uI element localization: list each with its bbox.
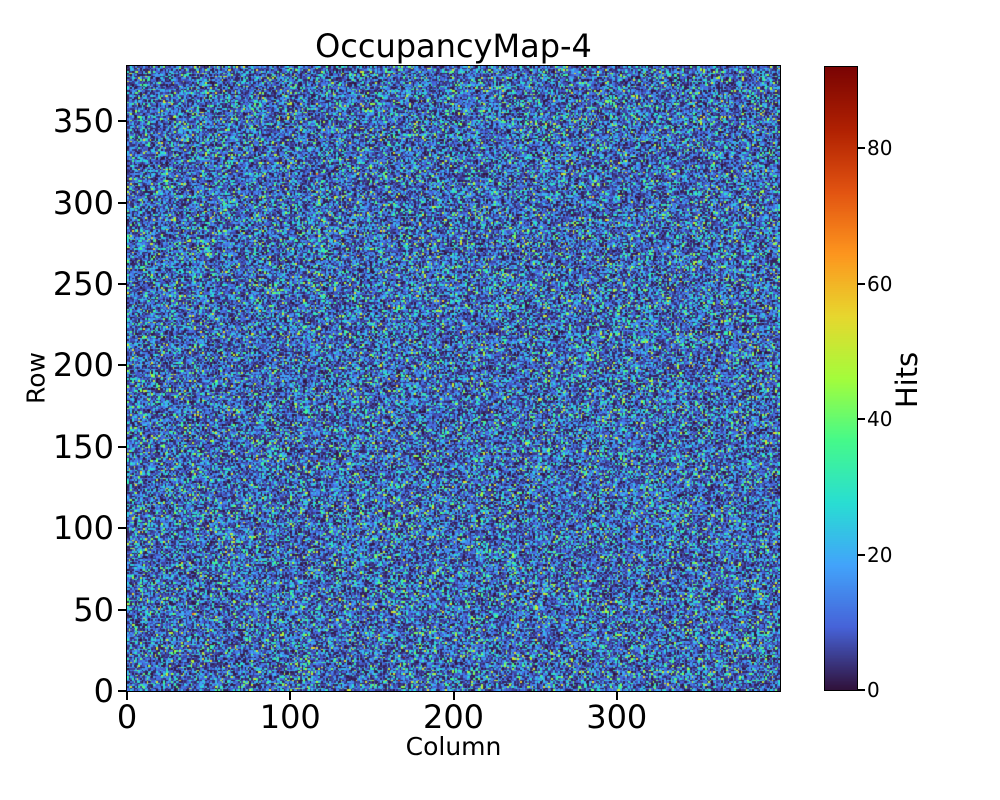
y-tick-label: 150 bbox=[52, 427, 114, 466]
x-tick-label: 300 bbox=[586, 698, 648, 736]
y-tick-label: 50 bbox=[73, 590, 114, 629]
colorbar-axis-label: Hits bbox=[890, 351, 924, 409]
x-tick-label: 200 bbox=[422, 698, 485, 736]
chart-title: OccupancyMap-4 bbox=[315, 27, 592, 65]
y-tick-label: 200 bbox=[52, 346, 114, 385]
colorbar-tick bbox=[858, 553, 865, 556]
x-tick bbox=[615, 692, 618, 700]
colorbar-tick-label: 60 bbox=[867, 271, 893, 296]
y-tick bbox=[118, 120, 126, 123]
colorbar-canvas bbox=[825, 67, 857, 690]
colorbar-tick-label: 40 bbox=[867, 407, 893, 432]
y-tick-label: 100 bbox=[52, 509, 114, 548]
y-tick bbox=[118, 690, 126, 692]
y-tick-label: 0 bbox=[93, 672, 114, 710]
x-axis-label: Column bbox=[405, 732, 502, 761]
colorbar-tick bbox=[858, 689, 865, 691]
y-axis-label: Row bbox=[21, 352, 51, 404]
y-tick bbox=[118, 201, 126, 204]
y-tick bbox=[118, 527, 126, 530]
y-tick bbox=[118, 364, 126, 367]
y-tick-label: 250 bbox=[52, 265, 114, 304]
y-tick bbox=[118, 608, 126, 611]
y-tick-label: 300 bbox=[52, 183, 114, 222]
x-tick-label: 100 bbox=[259, 698, 321, 736]
y-tick bbox=[118, 283, 126, 286]
colorbar-tick-label: 0 bbox=[867, 678, 880, 702]
x-tick-label: 0 bbox=[116, 698, 138, 736]
colorbar-tick bbox=[858, 282, 865, 285]
y-tick bbox=[118, 445, 126, 448]
colorbar-tick bbox=[858, 147, 865, 150]
plot-area bbox=[126, 65, 781, 692]
colorbar-tick bbox=[858, 418, 865, 421]
x-tick bbox=[126, 692, 128, 700]
x-tick bbox=[452, 692, 455, 700]
colorbar bbox=[824, 66, 858, 691]
colorbar-tick-label: 80 bbox=[867, 136, 893, 161]
heatmap-canvas bbox=[127, 66, 780, 691]
y-tick-label: 350 bbox=[52, 102, 114, 141]
x-tick bbox=[289, 692, 292, 700]
colorbar-tick-label: 20 bbox=[867, 542, 893, 567]
